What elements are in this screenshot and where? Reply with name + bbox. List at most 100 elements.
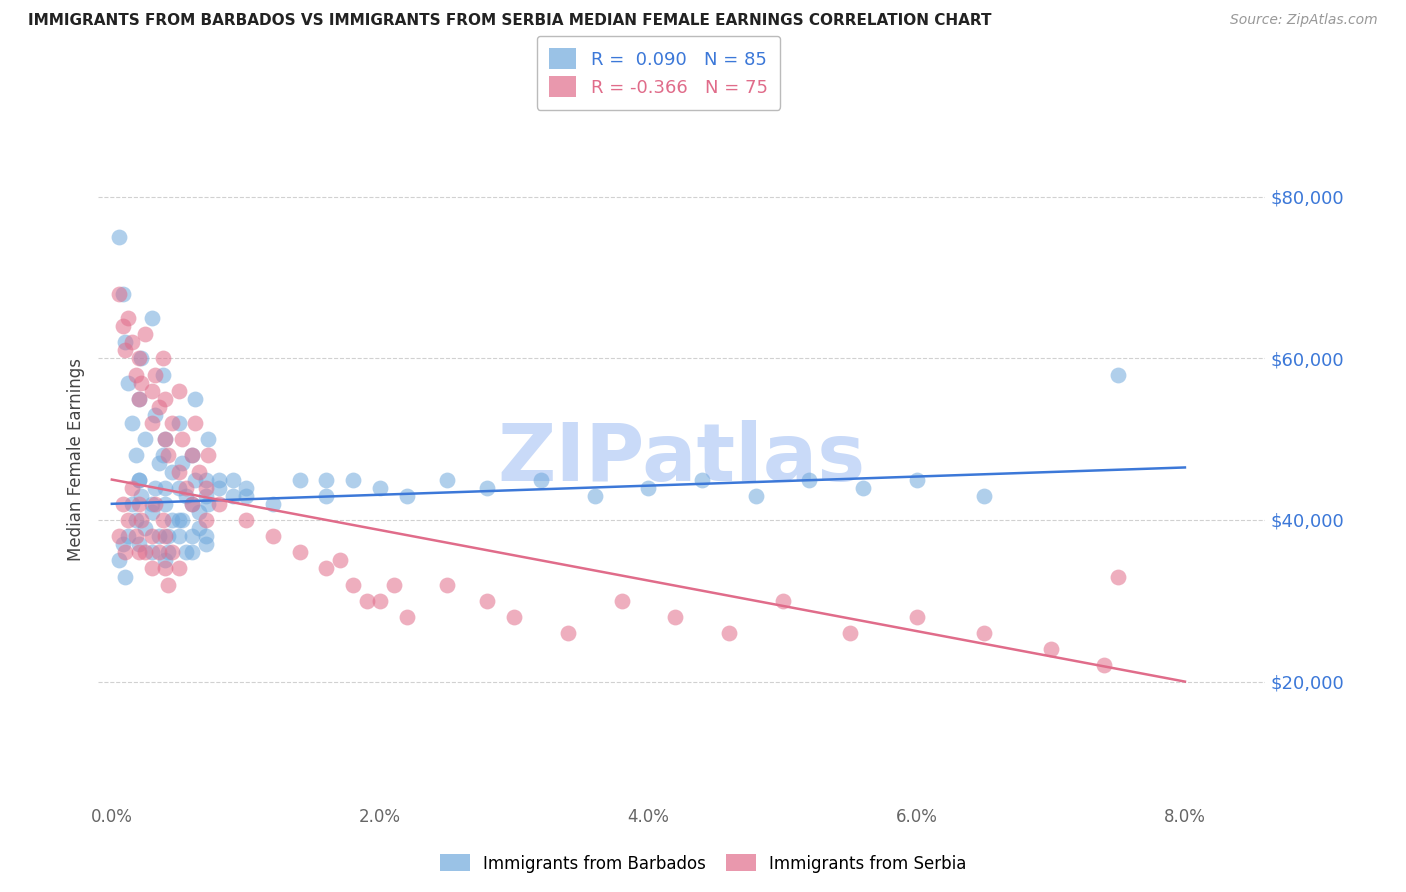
Text: Source: ZipAtlas.com: Source: ZipAtlas.com — [1230, 13, 1378, 28]
Point — [262, 529, 284, 543]
Point — [637, 481, 659, 495]
Point — [221, 489, 243, 503]
Point — [152, 513, 174, 527]
Point — [174, 545, 197, 559]
Point — [114, 569, 136, 583]
Point — [852, 481, 875, 495]
Point — [436, 577, 458, 591]
Point — [160, 416, 183, 430]
Point — [329, 553, 352, 567]
Point — [114, 545, 136, 559]
Point — [128, 392, 150, 406]
Point — [181, 545, 204, 559]
Point — [111, 537, 134, 551]
Point — [107, 230, 129, 244]
Point — [197, 432, 219, 446]
Point — [107, 286, 129, 301]
Point — [131, 489, 153, 503]
Point — [148, 400, 170, 414]
Point — [194, 481, 217, 495]
Point — [184, 392, 207, 406]
Point — [174, 481, 197, 495]
Point — [167, 384, 190, 398]
Point — [188, 465, 211, 479]
Point — [557, 626, 579, 640]
Point — [157, 448, 180, 462]
Point — [235, 489, 257, 503]
Point — [152, 368, 174, 382]
Point — [121, 335, 143, 350]
Point — [905, 610, 928, 624]
Point — [583, 489, 606, 503]
Point — [905, 473, 928, 487]
Point — [315, 489, 337, 503]
Point — [838, 626, 860, 640]
Point — [167, 481, 190, 495]
Point — [128, 473, 150, 487]
Point — [221, 473, 243, 487]
Point — [288, 545, 311, 559]
Point — [188, 521, 211, 535]
Point — [160, 545, 183, 559]
Point — [128, 392, 150, 406]
Point — [368, 481, 391, 495]
Point — [181, 448, 204, 462]
Point — [155, 553, 177, 567]
Point — [167, 561, 190, 575]
Point — [160, 465, 183, 479]
Point — [128, 537, 150, 551]
Point — [114, 343, 136, 358]
Point — [664, 610, 686, 624]
Point — [128, 497, 150, 511]
Point — [342, 473, 364, 487]
Point — [155, 432, 177, 446]
Point — [170, 513, 193, 527]
Point — [167, 416, 190, 430]
Point — [194, 513, 217, 527]
Point — [128, 351, 150, 366]
Text: IMMIGRANTS FROM BARBADOS VS IMMIGRANTS FROM SERBIA MEDIAN FEMALE EARNINGS CORREL: IMMIGRANTS FROM BARBADOS VS IMMIGRANTS F… — [28, 13, 991, 29]
Point — [436, 473, 458, 487]
Point — [167, 465, 190, 479]
Point — [117, 376, 139, 390]
Point — [143, 481, 166, 495]
Legend: Immigrants from Barbados, Immigrants from Serbia: Immigrants from Barbados, Immigrants fro… — [433, 847, 973, 880]
Point — [114, 335, 136, 350]
Point — [148, 545, 170, 559]
Point — [197, 497, 219, 511]
Point — [315, 561, 337, 575]
Point — [134, 327, 156, 342]
Point — [117, 513, 139, 527]
Point — [772, 594, 794, 608]
Point — [143, 497, 166, 511]
Point — [134, 521, 156, 535]
Point — [235, 513, 257, 527]
Point — [125, 368, 148, 382]
Point — [395, 610, 418, 624]
Point — [128, 473, 150, 487]
Point — [973, 489, 995, 503]
Point — [131, 351, 153, 366]
Point — [134, 432, 156, 446]
Point — [131, 513, 153, 527]
Point — [121, 416, 143, 430]
Point — [157, 545, 180, 559]
Point — [1039, 642, 1062, 657]
Point — [111, 286, 134, 301]
Point — [395, 489, 418, 503]
Point — [288, 473, 311, 487]
Point — [141, 545, 163, 559]
Point — [141, 561, 163, 575]
Point — [368, 594, 391, 608]
Point — [188, 505, 211, 519]
Point — [717, 626, 740, 640]
Point — [143, 368, 166, 382]
Point — [197, 448, 219, 462]
Point — [148, 529, 170, 543]
Point — [155, 432, 177, 446]
Point — [315, 473, 337, 487]
Point — [170, 457, 193, 471]
Point — [799, 473, 821, 487]
Point — [160, 513, 183, 527]
Point — [167, 513, 190, 527]
